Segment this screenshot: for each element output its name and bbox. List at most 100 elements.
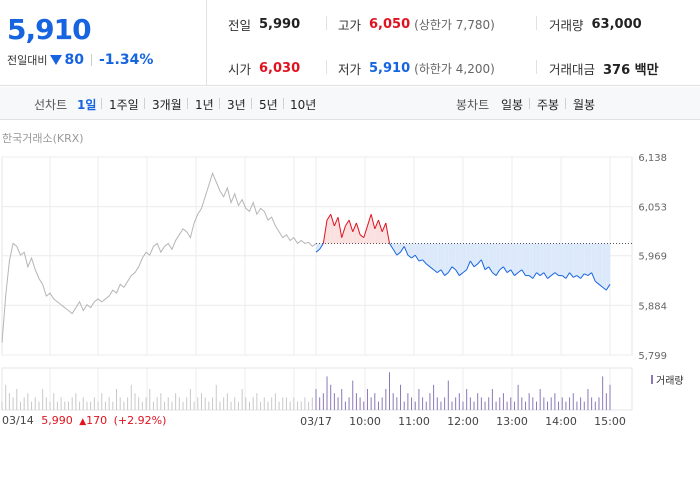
today-line-segment xyxy=(403,246,409,256)
today-line-segment xyxy=(333,216,339,227)
tab-3month[interactable]: 3개월 xyxy=(152,98,182,112)
divider xyxy=(187,98,188,109)
area-fill xyxy=(415,243,419,261)
today-line-segment xyxy=(377,219,383,232)
today-line-segment xyxy=(418,259,423,262)
area-fill xyxy=(485,243,489,270)
x-tick-label: 03/17 xyxy=(300,415,332,428)
today-line-segment xyxy=(400,246,405,253)
divider xyxy=(536,60,537,74)
prev-day-change: 170 xyxy=(86,414,108,427)
today-line-segment xyxy=(477,259,482,265)
area-fill xyxy=(587,243,592,276)
today-line-segment xyxy=(385,222,390,244)
today-line-segment xyxy=(440,269,446,276)
area-fill xyxy=(496,243,500,276)
today-line-segment xyxy=(514,272,519,276)
divider xyxy=(219,98,220,109)
down-arrow-icon xyxy=(50,55,63,65)
divider xyxy=(144,98,145,109)
area-fill xyxy=(558,243,563,276)
today-line-segment xyxy=(455,269,460,276)
x-tick-label: 14:00 xyxy=(545,415,577,428)
today-line-segment xyxy=(573,275,578,278)
volume-border xyxy=(1,367,633,411)
stat-prev-close: 전일 5,990 xyxy=(228,17,301,33)
area-fill xyxy=(418,243,423,261)
area-fill xyxy=(514,243,519,276)
area-fill xyxy=(382,223,386,244)
prev-day-close: 5,990 xyxy=(41,414,73,427)
today-line-segment xyxy=(330,214,335,227)
chart-grid xyxy=(1,156,633,411)
area-fill xyxy=(407,243,412,259)
tab-3year[interactable]: 3년 xyxy=(227,98,246,112)
tab-1day[interactable]: 1일 xyxy=(77,98,97,112)
change-rate: -1.34% xyxy=(98,52,154,68)
today-line-segment xyxy=(528,275,534,279)
divider xyxy=(283,98,284,109)
today-line-segment xyxy=(602,286,607,291)
area-fill xyxy=(551,243,555,276)
area-fill xyxy=(440,243,445,276)
divider xyxy=(529,98,530,109)
today-line-segment xyxy=(591,272,596,282)
area-fill xyxy=(455,243,460,276)
today-line-segment xyxy=(499,266,504,271)
area-fill xyxy=(488,243,493,273)
area-fill xyxy=(360,234,364,244)
tab-5year[interactable]: 5년 xyxy=(259,98,278,112)
area-fill xyxy=(543,243,548,279)
divider xyxy=(326,60,327,74)
today-line-segment xyxy=(396,251,401,256)
volume-bars xyxy=(1,372,611,410)
line-chart-label: 선차트 xyxy=(34,98,68,112)
today-line-segment xyxy=(447,266,453,273)
area-fill xyxy=(569,243,574,278)
stat-low: 저가 5,910 (하한가 4,200) xyxy=(338,61,495,77)
period-bar: 선차트 1일 1주일 3개월 1년 3년 5년 10년 봉차트 일봉 주봉 월봉 xyxy=(0,87,700,120)
area-fill xyxy=(547,243,552,279)
divider xyxy=(565,98,566,109)
tab-1week[interactable]: 1주일 xyxy=(109,98,139,112)
area-fill xyxy=(374,220,379,244)
area-fill xyxy=(345,220,350,244)
today-line-segment xyxy=(605,284,611,291)
area-fill xyxy=(330,214,335,244)
area-fill xyxy=(532,243,537,279)
area-fill xyxy=(507,243,511,273)
chart-fills xyxy=(316,214,610,291)
today-line-segment xyxy=(550,272,556,276)
quote-header: 5,910 전일대비 80 -1.34% 전일 5,990 고가 6,050 (… xyxy=(0,0,700,86)
area-fill xyxy=(529,243,533,279)
area-fill xyxy=(451,243,456,270)
up-arrow-icon: ▲ xyxy=(79,417,87,427)
today-line-segment xyxy=(547,275,552,279)
tab-daily-candle[interactable]: 일봉 xyxy=(501,98,524,112)
tab-1year[interactable]: 1년 xyxy=(195,98,214,112)
today-line-segment xyxy=(389,243,394,250)
today-line-segment xyxy=(366,214,372,227)
area-fill xyxy=(580,243,585,279)
area-fill xyxy=(396,243,401,256)
x-tick-label: 15:00 xyxy=(594,415,626,428)
today-line-segment xyxy=(414,254,420,262)
area-fill xyxy=(598,243,603,288)
today-line-segment xyxy=(425,263,431,268)
today-line-segment xyxy=(488,266,493,273)
today-line-segment xyxy=(462,269,467,274)
today-line-segment xyxy=(598,283,603,288)
today-line-segment xyxy=(444,272,449,276)
tab-10year[interactable]: 10년 xyxy=(290,98,317,112)
today-line-segment xyxy=(469,260,475,268)
tab-monthly-candle[interactable]: 월봉 xyxy=(573,98,596,112)
today-line-segment xyxy=(532,272,537,279)
today-line-segment xyxy=(319,243,324,250)
area-fill xyxy=(521,243,526,276)
today-line-segment xyxy=(337,217,343,238)
tab-weekly-candle[interactable]: 주봉 xyxy=(537,98,560,112)
today-line-segment xyxy=(517,269,523,274)
today-line-segment xyxy=(429,266,434,271)
today-line-segment xyxy=(569,272,574,278)
